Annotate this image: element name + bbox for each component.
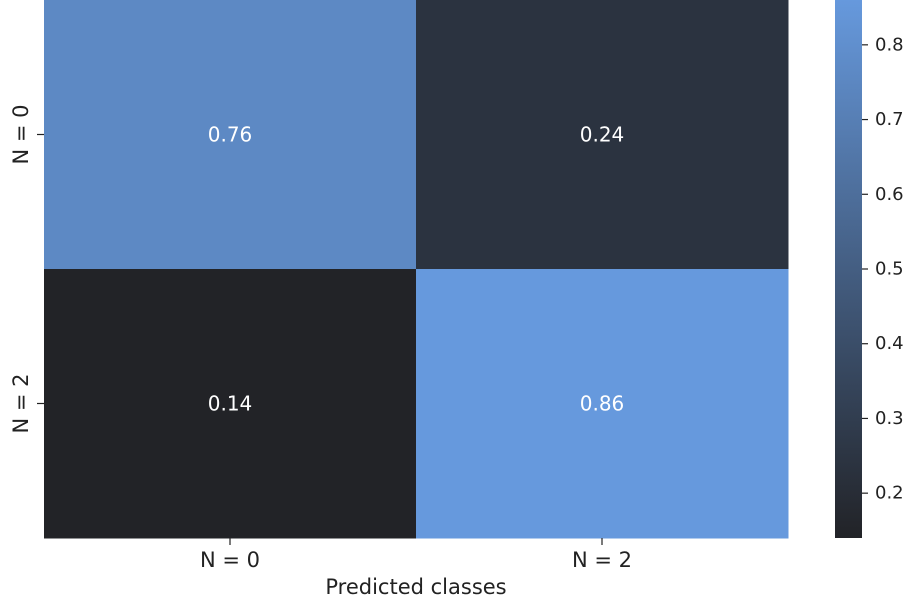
colorbar-tick-label: 0.2 bbox=[875, 483, 904, 504]
colorbar-tick-label: 0.4 bbox=[875, 333, 904, 354]
x-tick-label: N = 2 bbox=[572, 548, 632, 572]
colorbar-ticks: 0.2 0.3 0.4 0.5 0.6 0.7 0.8 bbox=[862, 34, 904, 504]
x-tick-label: N = 0 bbox=[200, 548, 260, 572]
cell-value-label: 0.24 bbox=[580, 123, 625, 147]
heatmap-cells bbox=[44, 0, 789, 539]
x-axis-ticks: N = 0 N = 2 bbox=[200, 538, 632, 572]
colorbar-tick-label: 0.3 bbox=[875, 408, 904, 429]
colorbar bbox=[835, 0, 862, 538]
colorbar-tick-label: 0.6 bbox=[875, 184, 904, 205]
y-axis-ticks: N = 0 N = 2 bbox=[9, 104, 44, 434]
x-axis-label: Predicted classes bbox=[325, 575, 506, 597]
cell-annotations: 0.76 0.24 0.14 0.86 bbox=[208, 123, 625, 416]
cell-value-label: 0.86 bbox=[580, 392, 625, 416]
heatmap-cell-r1-c1 bbox=[416, 269, 789, 539]
y-tick-label: N = 2 bbox=[9, 373, 33, 433]
heatmap-cell-r0-c1 bbox=[416, 0, 789, 270]
colorbar-tick-label: 0.7 bbox=[875, 109, 904, 130]
colorbar-tick-label: 0.8 bbox=[875, 34, 904, 55]
y-tick-label: N = 0 bbox=[9, 104, 33, 164]
heatmap-cell-r1-c0 bbox=[44, 269, 417, 539]
colorbar-tick-label: 0.5 bbox=[875, 259, 904, 280]
cell-value-label: 0.14 bbox=[208, 392, 253, 416]
cell-value-label: 0.76 bbox=[208, 123, 253, 147]
heatmap-cell-r0-c0 bbox=[44, 0, 417, 270]
